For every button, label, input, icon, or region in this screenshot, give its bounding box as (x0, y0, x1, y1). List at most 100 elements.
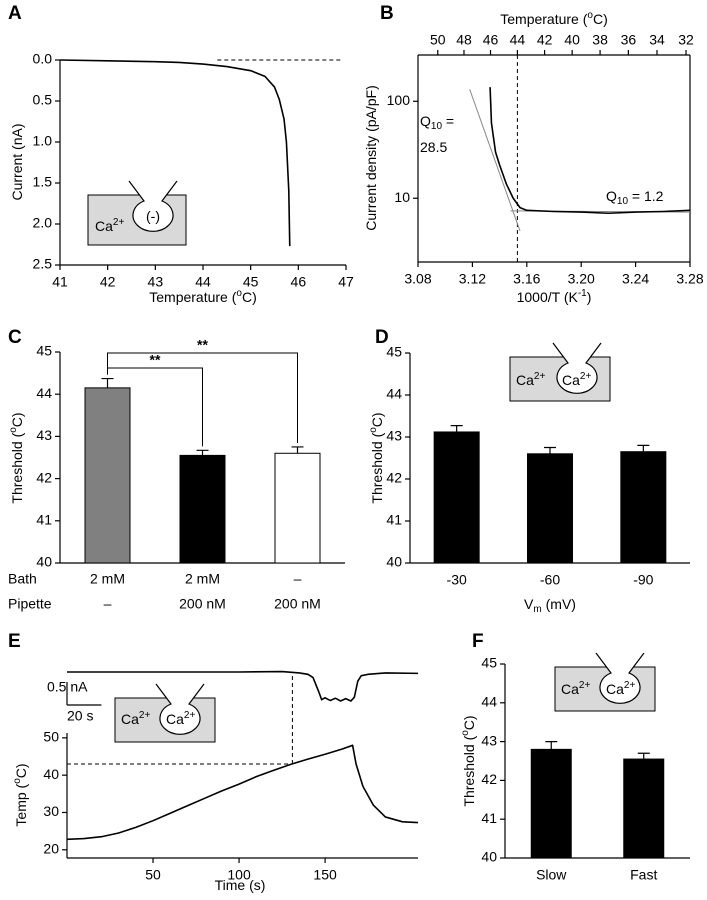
y-tick-label: 45 (481, 655, 497, 671)
y-axis-title-part: Current density (pA/pF) (363, 85, 379, 231)
x-axis-title-part: V (524, 596, 534, 612)
x-tick-label: 3.20 (568, 271, 595, 287)
x2-tick-label: 44 (510, 32, 526, 48)
y-axis-title-part: o (368, 427, 379, 433)
bar (274, 452, 321, 564)
x2-tick-label: 46 (483, 32, 499, 48)
x-axis-title-part: Time (s) (215, 877, 266, 893)
x-tick-label: 44 (195, 274, 211, 290)
x-axis-title-part: ) (587, 289, 592, 305)
x2-tick-label: 40 (564, 32, 580, 48)
inset-pipette (552, 342, 602, 394)
error-bar (450, 425, 463, 432)
y-tick-label: 2.5 (33, 256, 53, 272)
x-tick-label: -90 (633, 572, 653, 588)
x2-axis-title-part: C) (593, 11, 608, 27)
inset-label-part: 2+ (580, 371, 592, 382)
x-tick-label: 46 (291, 274, 307, 290)
x-tick-label: 3.24 (622, 271, 649, 287)
x-axis-title-part: o (236, 288, 242, 299)
x-tick-label: 45 (243, 274, 259, 290)
y-tick-label: 30 (43, 803, 59, 819)
inset-label-part: Ca (516, 372, 534, 388)
y-tick-label: 1.0 (33, 133, 53, 149)
x-tick-label: Slow (536, 867, 567, 883)
y-axis-title: Current density (pA/pF) (363, 85, 379, 231)
significance-bracket (107, 352, 298, 443)
x2-tick-label: 34 (649, 32, 665, 48)
inset-label: Ca2+ (561, 680, 590, 697)
y-tick-label: 50 (43, 729, 59, 745)
error-bar (544, 446, 556, 454)
data-line (66, 744, 419, 841)
panel-label: D (375, 327, 389, 348)
x-tick-label: 150 (313, 867, 337, 883)
inset-label: Ca2+ (516, 371, 545, 388)
y-tick-label: 42 (36, 469, 52, 485)
inset-label-part: Ca (95, 218, 113, 234)
annotation-part: 10 (431, 121, 443, 132)
bar (179, 454, 226, 564)
annotation-part: = 1.2 (628, 188, 664, 204)
inset-label-part: 2+ (624, 680, 636, 691)
x-tick-label: Fast (630, 867, 657, 883)
row-label: Bath (8, 571, 37, 587)
y-tick-label: 43 (481, 732, 497, 748)
x2-axis-title-part: o (587, 10, 593, 21)
panel-label: C (8, 327, 22, 348)
y-tick-label: 40 (481, 849, 497, 865)
x-axis-title: 1000/T (K-1) (517, 288, 592, 305)
x-tick-label: 2 mM (185, 571, 220, 587)
x-axis-title: Vm (mV) (524, 596, 576, 615)
x-tick-label: – (294, 571, 302, 587)
annotation-part: Q (420, 113, 431, 129)
y-tick-label: 43 (36, 427, 52, 443)
x2-tick-label: 48 (456, 32, 472, 48)
x2-tick-label: 32 (678, 32, 694, 48)
annotation: 28.5 (420, 139, 447, 155)
x-tick-label: 200 nM (179, 596, 226, 612)
x-axis-title-part: C) (242, 289, 257, 305)
x-axis-title-part: Temperature ( (149, 289, 236, 305)
inset-label-part: 2+ (579, 680, 591, 691)
y-tick-label: 42 (481, 771, 497, 787)
x2-tick-label: 50 (430, 32, 446, 48)
x-tick-label: 100 (227, 867, 251, 883)
x2-tick-label: 38 (592, 32, 608, 48)
y-axis-title-part: Threshold ( (9, 432, 25, 503)
y-tick-label: 2.0 (33, 215, 53, 231)
error-bar (291, 446, 304, 454)
inset-label: Ca2+ (562, 371, 591, 388)
x-tick-label: 3.16 (513, 271, 540, 287)
bar (530, 748, 572, 859)
y-tick-label: 0.0 (33, 51, 53, 67)
x-tick-label: 50 (145, 867, 161, 883)
fit-line (469, 89, 521, 232)
scale-bar-y-label: 0.5 nA (47, 679, 88, 695)
inset-label: Ca2+ (166, 710, 195, 727)
y-axis-title-part: Threshold ( (461, 735, 477, 806)
y-axis-title-part: C) (13, 763, 29, 778)
row-label: Pipette (8, 596, 52, 612)
y-tick-label: 44 (386, 386, 402, 402)
significance-label: ** (197, 337, 208, 353)
scale-bar-x-label: 20 s (67, 708, 93, 724)
x2-axis-title-part: Temperature ( (500, 11, 587, 27)
y-tick-label: 45 (36, 343, 52, 359)
x-tick-label: 200 nM (274, 596, 321, 612)
y-axis-title-part: C) (369, 412, 385, 427)
panel-label: A (8, 3, 22, 24)
y-axis-title-part: o (460, 730, 471, 736)
x2-tick-label: 42 (537, 32, 553, 48)
data-line (59, 59, 291, 247)
y-tick-label: 44 (36, 385, 52, 401)
bar (620, 451, 667, 564)
bar (84, 387, 131, 564)
y-tick-label: 40 (36, 554, 52, 570)
y-axis-title-part: Current (nA) (9, 123, 25, 200)
error-bar (545, 741, 558, 750)
inset-label-part: Ca (561, 681, 579, 697)
bar (623, 758, 665, 859)
x-axis-title: Time (s) (215, 877, 266, 893)
